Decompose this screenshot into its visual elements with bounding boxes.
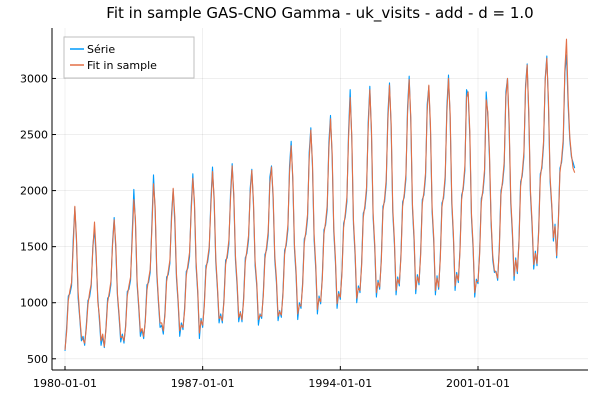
ticks: 500 1000 1500 2000 2500 3000 1980-01-01 1987-01…	[20, 72, 510, 390]
y-tick-label: 1500	[20, 241, 48, 254]
x-tick-label: 1987-01-01	[171, 377, 235, 390]
legend-label-fit: Fit in sample	[87, 59, 157, 72]
y-tick-label: 500	[27, 353, 48, 366]
series-line-fit	[64, 38, 576, 350]
x-tick-label: 2001-01-01	[446, 377, 510, 390]
y-tick-label: 3000	[20, 72, 48, 85]
y-tick-label: 2500	[20, 129, 48, 142]
y-tick-label: 1000	[20, 297, 48, 310]
chart-title: Fit in sample GAS-CNO Gamma - uk_visits …	[106, 4, 533, 23]
series-line-serie	[64, 54, 576, 351]
x-tick-label: 1980-01-01	[33, 377, 97, 390]
y-tick-label: 2000	[20, 185, 48, 198]
legend-box	[63, 36, 195, 79]
axes	[51, 28, 588, 371]
grid	[52, 28, 588, 370]
series-layer	[64, 38, 576, 351]
x-tick-label: 1994-01-01	[308, 377, 372, 390]
legend: Série Fit in sample	[63, 36, 195, 79]
legend-label-serie: Série	[87, 43, 115, 56]
